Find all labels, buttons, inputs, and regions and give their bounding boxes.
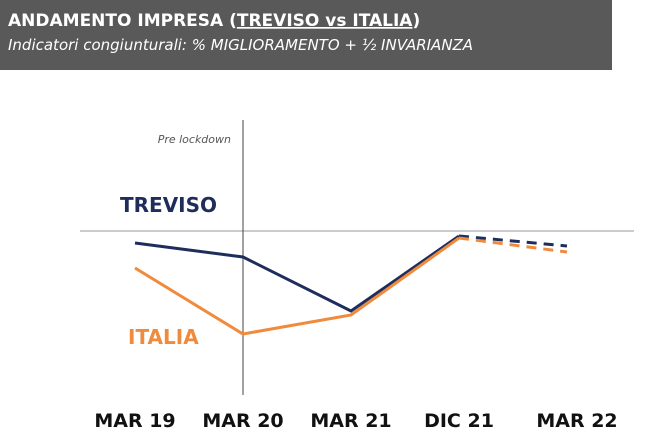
line [134,236,460,336]
title-part: TREVISO vs ITALIA [237,11,413,31]
x-tick-label: MAR 20 [202,410,283,432]
x-tick-label: DIC 21 [424,410,494,432]
line [134,234,460,313]
series-label: TREVISO [120,193,217,217]
title-part: ANDAMENTO IMPRESA ( [8,11,237,31]
x-tick-label: MAR 19 [94,410,175,432]
x-tick-label: MAR 21 [310,410,391,432]
title-part: ) [412,11,420,31]
x-tick-label: MAR 22 [536,410,617,432]
annotation: Pre lockdown [158,133,231,146]
chart-subtitle: Indicatori congiunturali: % MIGLIORAMENT… [8,36,473,54]
chart-title: ANDAMENTO IMPRESA (TREVISO vs ITALIA) [8,11,420,31]
header-bar [0,0,612,70]
series-label: ITALIA [128,325,199,349]
line-projection [458,234,568,248]
line-projection [458,236,568,254]
